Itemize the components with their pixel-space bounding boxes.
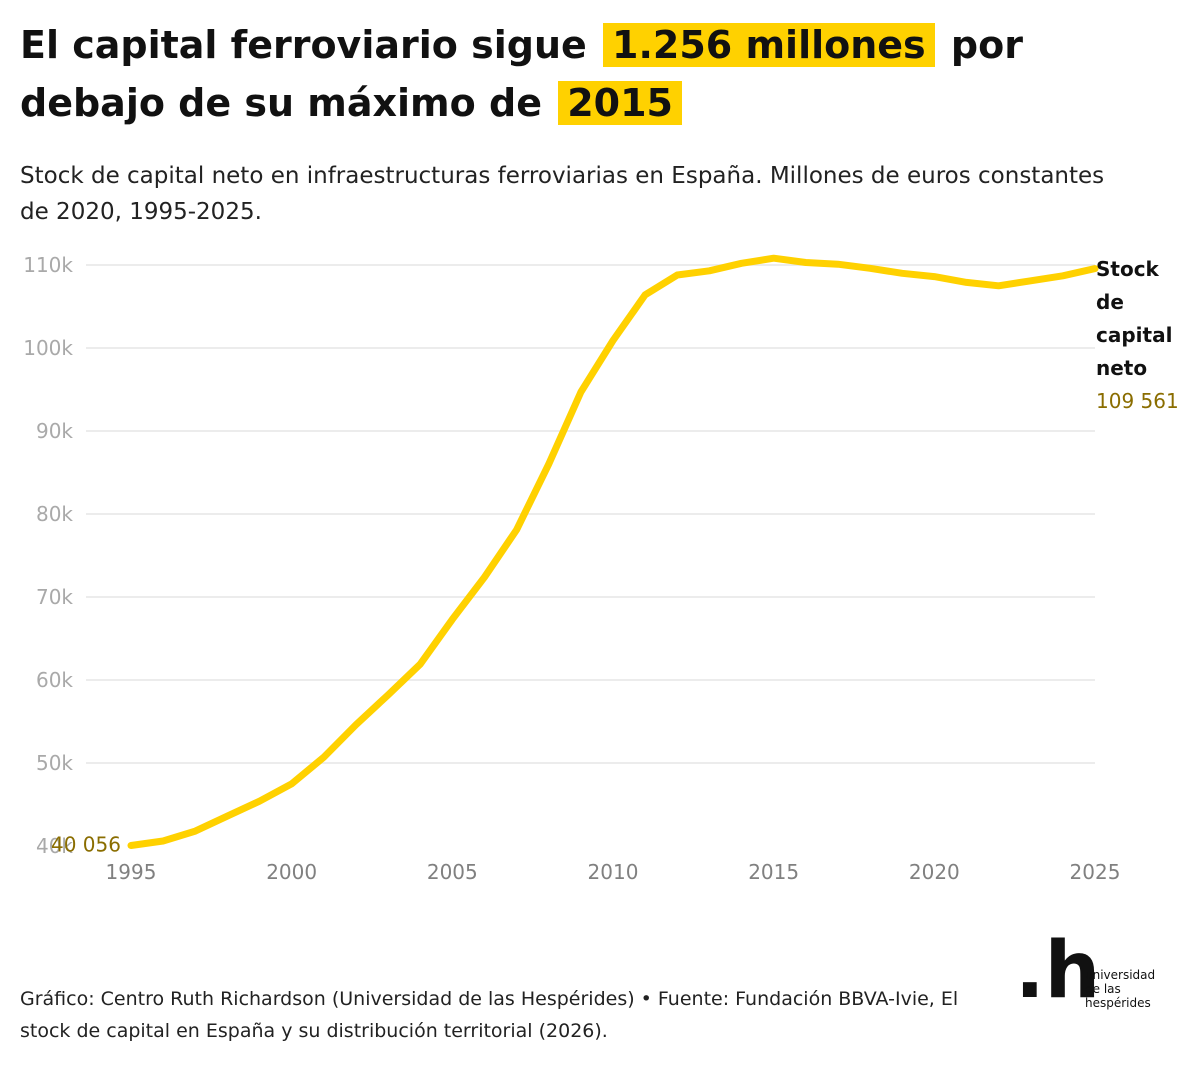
university-logo: .h universidad de las hespérides <box>1015 932 1175 1015</box>
y-tick-label: 110k <box>23 253 73 277</box>
title-text-2: por debajo de su máximo de <box>20 23 1023 125</box>
series-line <box>127 254 1099 849</box>
logo-line-2: de las <box>1085 982 1121 996</box>
y-tick-label: 60k <box>36 668 73 692</box>
end-series-label-line: Stock <box>1096 257 1160 281</box>
x-tick-label: 2020 <box>909 860 960 884</box>
logo-line-3: hespérides <box>1085 996 1151 1010</box>
x-tick-label: 2025 <box>1070 860 1121 884</box>
end-value-label: 109 561 <box>1096 389 1179 413</box>
y-tick-label: 100k <box>23 336 73 360</box>
y-tick-label: 40k <box>36 834 73 858</box>
logo-wordmark: universidad de las hespérides <box>1085 968 1155 1010</box>
end-series-label-line: neto <box>1096 356 1147 380</box>
line-chart: 40k 50k 60k 70k 80k 90k 100k 110k 1995 2000 2005 20… <box>23 253 1179 884</box>
y-tick-label: 90k <box>36 419 73 443</box>
x-tick-label: 2015 <box>748 860 799 884</box>
end-series-label-line: capital <box>1096 323 1172 347</box>
end-series-label-line: de <box>1096 290 1124 314</box>
source-credit: Gráfico: Centro Ruth Richardson (Univers… <box>20 988 959 1042</box>
chart-title: El capital ferroviario sigue 1.256 millo… <box>20 16 1180 132</box>
x-tick-label: 2000 <box>266 860 317 884</box>
logo-mark: .h <box>1015 926 1101 1016</box>
y-tick-label: 80k <box>36 502 73 526</box>
title-highlight-year: 2015 <box>558 81 682 125</box>
x-tick-label: 2010 <box>588 860 639 884</box>
x-tick-label: 2005 <box>427 860 478 884</box>
x-tick-label: 1995 <box>106 860 157 884</box>
logo-line-1: universidad <box>1085 968 1156 982</box>
chart-subtitle: Stock de capital neto en infraestructura… <box>20 163 1105 225</box>
y-tick-label: 50k <box>36 751 73 775</box>
title-highlight-amount: 1.256 millones <box>603 23 935 67</box>
y-tick-label: 70k <box>36 585 73 609</box>
start-value-label: 40 056 <box>51 833 121 857</box>
title-text-1: El capital ferroviario sigue <box>20 23 587 67</box>
